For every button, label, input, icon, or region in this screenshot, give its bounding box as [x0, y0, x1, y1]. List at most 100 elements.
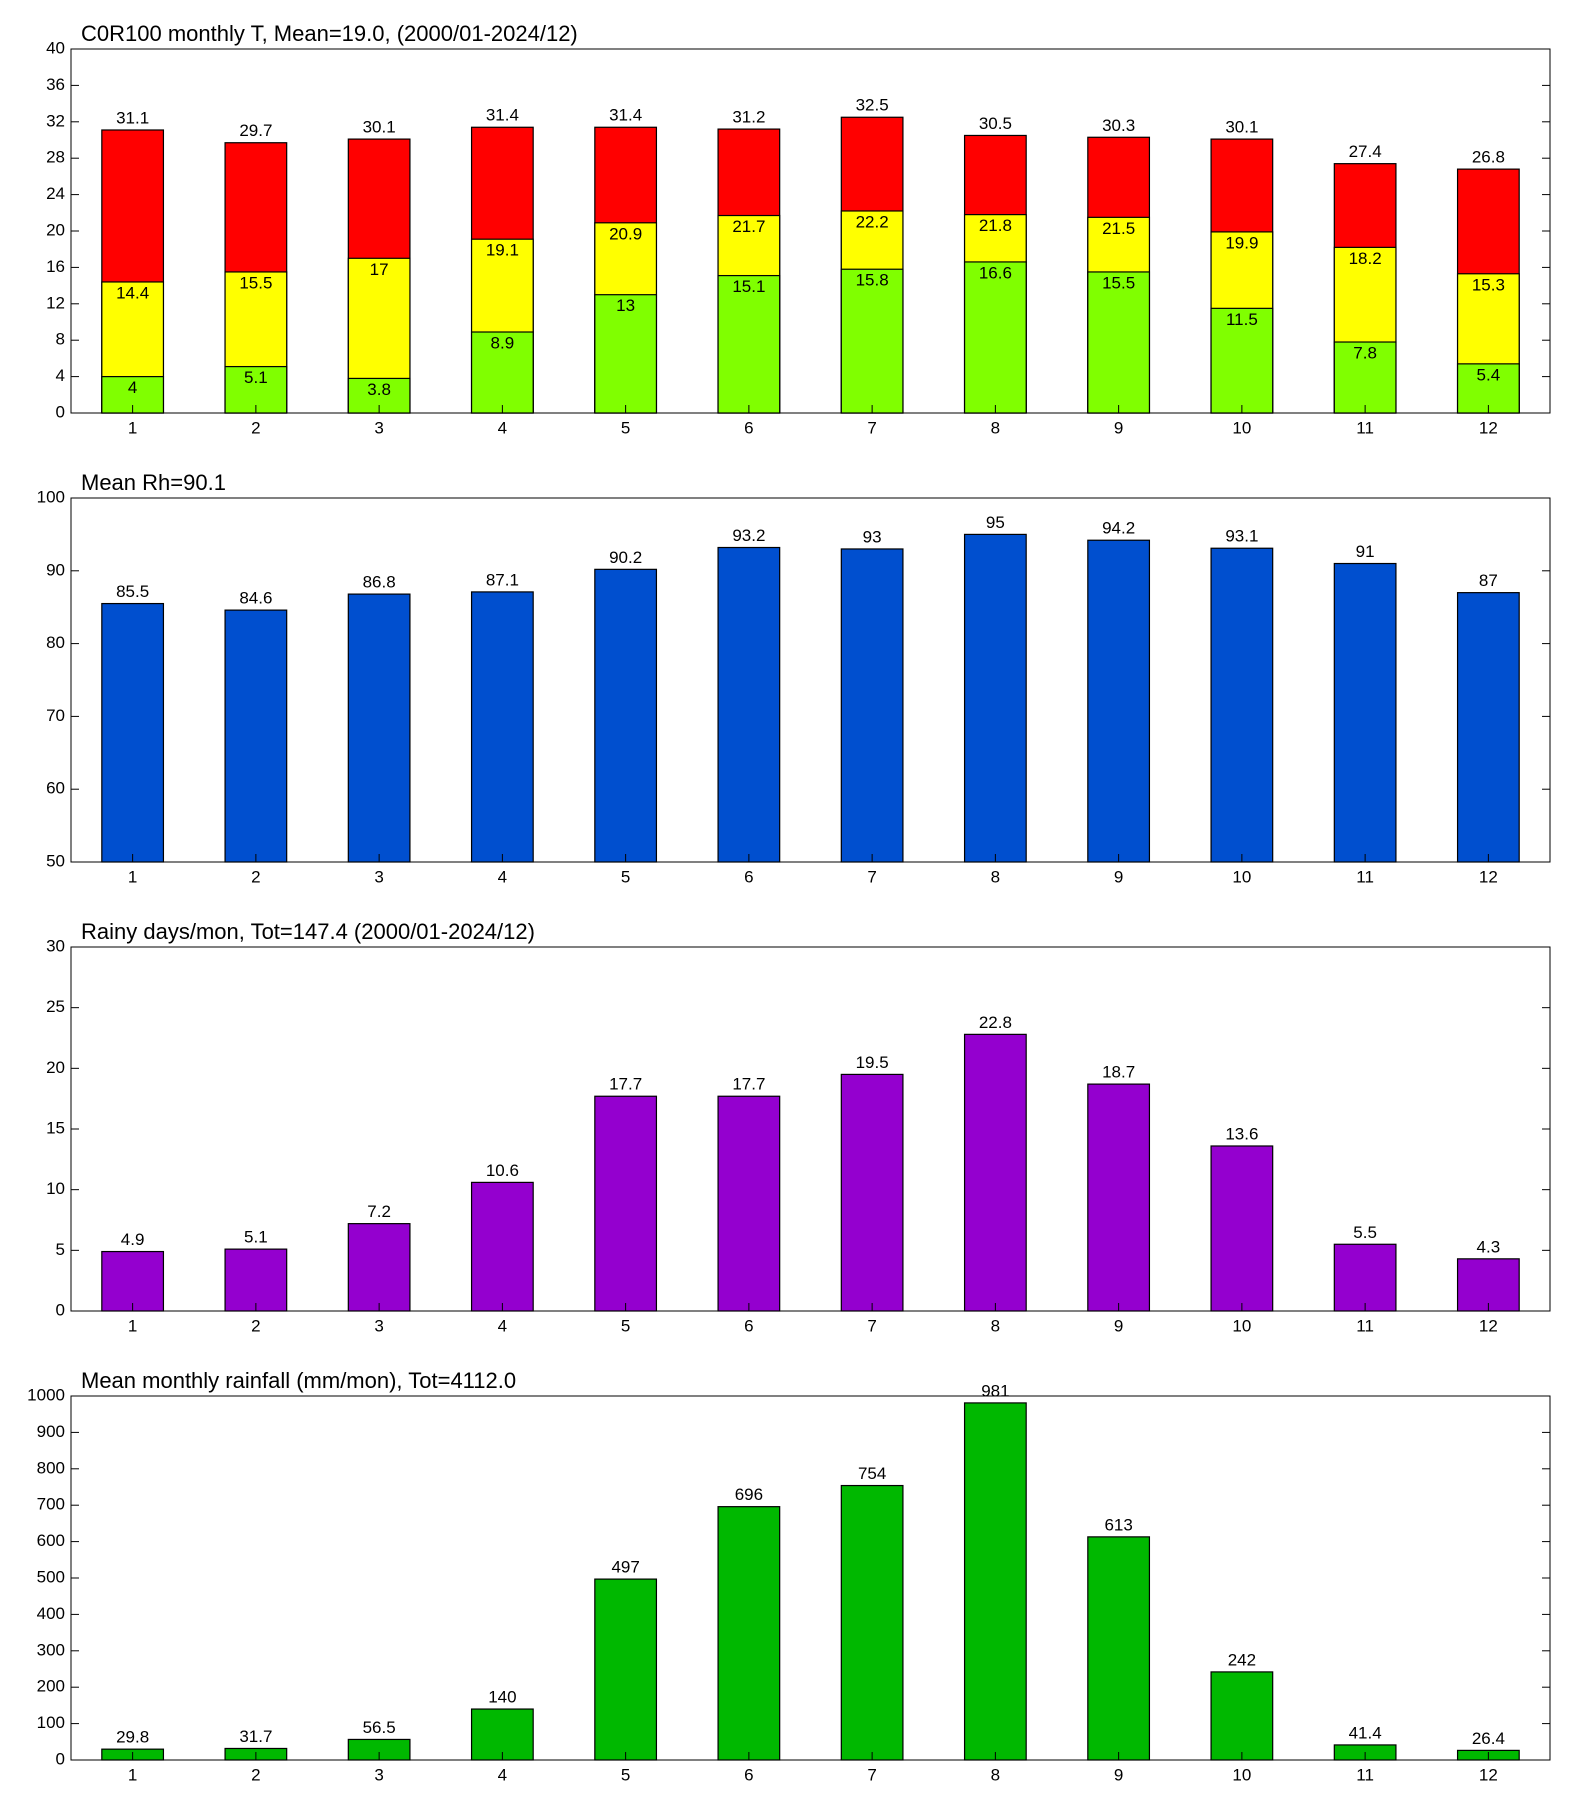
y-tick-label: 8: [56, 330, 65, 349]
y-tick-label: 15: [46, 1118, 65, 1137]
y-tick-label: 25: [46, 997, 65, 1016]
bar: [717, 274, 781, 414]
x-tick-label: 6: [744, 1316, 753, 1335]
y-tick-label: 90: [46, 560, 65, 579]
x-tick-label: 12: [1479, 1316, 1498, 1335]
data-label: 93.2: [732, 526, 765, 545]
data-label: 140: [488, 1688, 516, 1707]
bar: [1087, 1536, 1151, 1761]
bar: [347, 593, 411, 863]
data-label: 31.7: [239, 1727, 272, 1746]
x-tick-label: 8: [991, 867, 1000, 886]
x-tick-label: 6: [744, 418, 753, 437]
x-tick-label: 1: [128, 1765, 137, 1784]
x-tick-label: 1: [128, 418, 137, 437]
bar: [840, 548, 904, 863]
data-label: 91: [1356, 542, 1375, 561]
data-label: 31.4: [486, 106, 519, 125]
bar: [717, 546, 781, 863]
data-label: 15.5: [239, 273, 272, 292]
x-tick-label: 10: [1232, 1765, 1251, 1784]
x-tick-label: 7: [867, 418, 876, 437]
y-tick-label: 1000: [27, 1385, 65, 1404]
chart-title: Rainy days/mon, Tot=147.4 (2000/01-2024/…: [81, 919, 535, 944]
chart-title: Mean monthly rainfall (mm/mon), Tot=4112…: [81, 1368, 516, 1393]
chart-title: C0R100 monthly T, Mean=19.0, (2000/01-20…: [81, 21, 578, 46]
x-tick-label: 1: [128, 1316, 137, 1335]
data-label: 95: [986, 513, 1005, 532]
data-label: 90.2: [609, 548, 642, 567]
y-tick-label: 50: [46, 851, 65, 870]
y-tick-label: 10: [46, 1179, 65, 1198]
y-tick-label: 20: [46, 220, 65, 239]
x-tick-label: 5: [621, 1765, 630, 1784]
x-tick-label: 6: [744, 1765, 753, 1784]
x-tick-label: 3: [374, 867, 383, 886]
x-tick-label: 7: [867, 1765, 876, 1784]
bar: [1210, 307, 1274, 414]
x-tick-label: 10: [1232, 1316, 1251, 1335]
data-label: 30.3: [1102, 116, 1135, 135]
x-tick-label: 9: [1114, 418, 1123, 437]
bar: [1456, 592, 1520, 863]
bar: [1087, 271, 1151, 414]
x-tick-label: 2: [251, 867, 260, 886]
data-label: 13.6: [1225, 1124, 1258, 1143]
bar: [963, 1402, 1027, 1761]
data-label: 30.1: [1225, 118, 1258, 137]
data-label: 3.8: [367, 380, 391, 399]
data-label: 29.8: [116, 1728, 149, 1747]
data-label: 94.2: [1102, 519, 1135, 538]
bar: [470, 331, 534, 414]
y-tick-label: 600: [37, 1531, 65, 1550]
bar: [717, 1506, 781, 1761]
data-label: 7.8: [1353, 344, 1377, 363]
x-tick-label: 12: [1479, 1765, 1498, 1784]
bar: [224, 1248, 288, 1312]
bar: [594, 294, 658, 414]
data-label: 19.5: [856, 1053, 889, 1072]
data-label: 15.8: [856, 271, 889, 290]
data-label: 4.3: [1477, 1237, 1501, 1256]
data-label: 7.2: [367, 1202, 391, 1221]
x-tick-label: 5: [621, 867, 630, 886]
data-label: 18.2: [1349, 249, 1382, 268]
data-label: 26.8: [1472, 148, 1505, 167]
data-label: 31.4: [609, 106, 642, 125]
y-tick-label: 200: [37, 1677, 65, 1696]
data-label: 14.4: [116, 283, 149, 302]
y-tick-label: 100: [37, 487, 65, 506]
y-tick-label: 700: [37, 1495, 65, 1514]
y-tick-label: 0: [56, 1300, 65, 1319]
y-tick-label: 12: [46, 293, 65, 312]
data-label: 21.5: [1102, 219, 1135, 238]
data-label: 41.4: [1349, 1723, 1382, 1742]
data-label: 30.5: [979, 114, 1012, 133]
bar: [594, 1578, 658, 1761]
data-label: 5.1: [244, 368, 268, 387]
x-tick-label: 6: [744, 867, 753, 886]
x-tick-label: 10: [1232, 418, 1251, 437]
y-tick-label: 800: [37, 1458, 65, 1477]
data-label: 10.6: [486, 1161, 519, 1180]
y-tick-label: 24: [46, 184, 65, 203]
data-label: 981: [981, 1381, 1009, 1400]
x-tick-label: 4: [498, 418, 507, 437]
bar: [347, 1223, 411, 1312]
data-label: 29.7: [239, 121, 272, 140]
x-tick-label: 8: [991, 418, 1000, 437]
data-label: 4.9: [121, 1230, 145, 1249]
data-label: 4: [128, 378, 137, 397]
x-tick-label: 3: [374, 1316, 383, 1335]
x-tick-label: 3: [374, 418, 383, 437]
data-label: 87.1: [486, 570, 519, 589]
data-label: 696: [735, 1485, 763, 1504]
y-tick-label: 20: [46, 1058, 65, 1077]
bar: [1333, 1243, 1397, 1312]
data-label: 21.8: [979, 216, 1012, 235]
y-tick-label: 500: [37, 1567, 65, 1586]
bar: [840, 268, 904, 414]
bar: [963, 1033, 1027, 1312]
x-tick-label: 4: [498, 867, 507, 886]
